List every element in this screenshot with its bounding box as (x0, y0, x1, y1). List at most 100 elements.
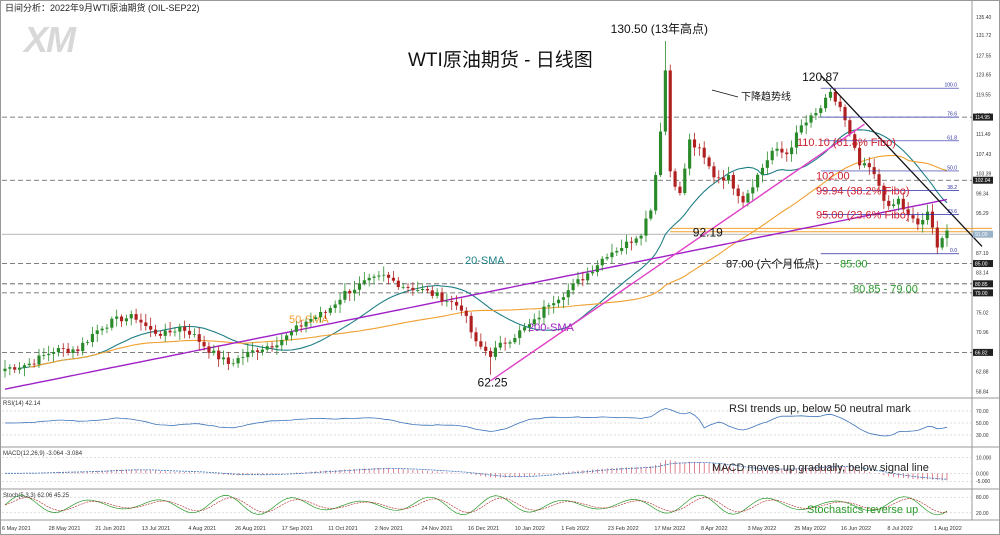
y-tick-label: 131.72 (976, 33, 992, 39)
price-annotation-0: 130.50 (13年高点) (611, 21, 708, 36)
candle-body (348, 290, 352, 294)
candle-body (139, 319, 143, 323)
uptrend-line (490, 123, 865, 382)
candle-body (828, 91, 833, 98)
price-annotation-7: 102.00 (816, 170, 850, 182)
candle-body (493, 347, 498, 357)
candle-body (367, 277, 371, 281)
candle-body (406, 286, 410, 288)
candle-body (454, 301, 459, 306)
candle-body (911, 215, 915, 219)
candle-body (848, 120, 852, 135)
downtrend-line (820, 74, 983, 247)
x-tick-label: 17 Mar 2022 (654, 526, 685, 532)
macd-title: MACD(12,26,9) -3.064 -3.084 (3, 451, 83, 457)
candle-body (775, 148, 779, 151)
sma-line-1 (29, 154, 948, 368)
candle-body (299, 325, 303, 327)
candle-body (115, 316, 119, 319)
stoch-title: Stoch(5,3,3) 62.06 45.25 (3, 493, 70, 499)
candle-body (862, 163, 867, 166)
fib-level-label: 38.2 (947, 185, 957, 191)
candle-body (785, 152, 789, 155)
candle-body (445, 301, 449, 303)
candle-body (790, 147, 794, 155)
x-tick-label: 16 Jun 2022 (841, 526, 871, 532)
candle-body (654, 175, 658, 211)
sma-line-2 (4, 198, 948, 390)
candle-body (81, 342, 85, 352)
candle-body (144, 322, 148, 327)
candle-body (314, 317, 318, 320)
candle-body (372, 276, 376, 278)
candle-body (484, 346, 488, 351)
stoch-k-line (4, 494, 948, 516)
candle-body (746, 193, 750, 203)
candle-body (678, 186, 682, 194)
header-title: 日间分析：2022年9月WTI原油期货 (OIL-SEP22) (5, 2, 200, 13)
candle-body (556, 299, 561, 304)
candle-body (770, 150, 774, 161)
candle-body (892, 204, 896, 207)
candle-body (498, 342, 502, 348)
candle-body (527, 324, 531, 328)
candle-body (105, 327, 109, 329)
candle-body (56, 348, 60, 353)
price-annotation-8: 99.94 (38.2% Fibo) (816, 185, 910, 197)
candle-body (51, 352, 56, 354)
fib-level-label: 61.8 (947, 135, 957, 141)
candle-body (309, 319, 313, 322)
candle-body (85, 341, 90, 343)
candle-body (916, 218, 920, 225)
x-tick-label: 8 Jul 2022 (887, 526, 912, 532)
price-annotation-3: 62.25 (478, 376, 508, 390)
fib-level-label: 76.6 (947, 112, 957, 118)
candle-body (566, 290, 570, 298)
candle-body (100, 328, 104, 331)
candle-body (644, 218, 648, 236)
candle-body (134, 314, 138, 320)
candle-body (401, 286, 405, 288)
candle-body (153, 329, 158, 334)
candle-body (197, 334, 201, 342)
x-tick-label: 8 Apr 2022 (701, 526, 728, 532)
x-tick-label: 10 Jan 2022 (515, 526, 545, 532)
price-marker-label: 91.00 (975, 232, 988, 238)
candle-body (425, 288, 430, 291)
price-marker-box (973, 230, 993, 238)
candle-body (887, 200, 891, 207)
candle-body (178, 326, 182, 332)
candle-body (241, 357, 245, 359)
candle-body (809, 115, 813, 123)
candle-body (867, 163, 871, 168)
candle-body (595, 265, 599, 272)
candle-body (338, 299, 342, 305)
candle-body (843, 107, 847, 121)
x-tick-label: 6 May 2021 (2, 526, 31, 532)
candle-body (382, 274, 386, 276)
candle-body (722, 177, 726, 181)
x-tick-label: 1 Feb 2022 (561, 526, 589, 532)
candle-body (66, 348, 70, 353)
candle-body (896, 198, 901, 205)
candle-body (537, 317, 541, 320)
candle-body (76, 349, 80, 352)
candle-body (221, 357, 226, 360)
candle-body (129, 314, 133, 319)
candle-body (173, 331, 177, 333)
candle-body (906, 209, 910, 216)
candle-body (930, 211, 935, 228)
candle-body (464, 310, 468, 316)
candle-body (877, 174, 881, 186)
candle-body (751, 187, 755, 194)
rsi-line (4, 408, 948, 437)
candle-body (581, 279, 585, 281)
candle-body (47, 353, 51, 356)
candle-body (260, 349, 264, 352)
candle-body (3, 368, 7, 372)
sma-line-0 (19, 129, 948, 369)
candle-body (794, 132, 799, 148)
x-tick-label: 2 Nov 2021 (375, 526, 403, 532)
candle-body (265, 346, 269, 350)
candle-body (717, 177, 721, 179)
